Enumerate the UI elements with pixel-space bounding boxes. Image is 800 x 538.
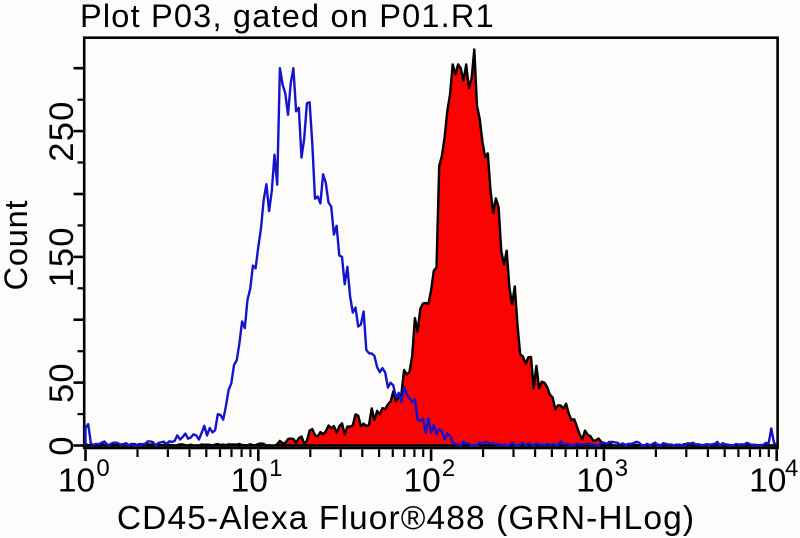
svg-text:CD45-Alexa Fluor®488 (GRN-HLog: CD45-Alexa Fluor®488 (GRN-HLog)	[117, 500, 695, 537]
svg-text:Count: Count	[0, 200, 34, 291]
svg-text:0: 0	[43, 435, 81, 455]
svg-text:50: 50	[43, 362, 81, 403]
svg-text:10: 10	[403, 463, 440, 500]
svg-text:10: 10	[576, 463, 613, 500]
svg-text:Plot P03, gated on P01.R1: Plot P03, gated on P01.R1	[80, 0, 495, 34]
svg-text:150: 150	[43, 226, 81, 287]
svg-text:2: 2	[442, 455, 455, 482]
svg-text:3: 3	[615, 455, 628, 482]
svg-text:1: 1	[269, 455, 282, 482]
svg-text:10: 10	[58, 463, 95, 500]
svg-text:0: 0	[96, 455, 109, 482]
svg-text:10: 10	[749, 463, 786, 500]
svg-text:4: 4	[785, 455, 798, 482]
svg-text:250: 250	[43, 101, 81, 162]
svg-text:10: 10	[231, 463, 268, 500]
